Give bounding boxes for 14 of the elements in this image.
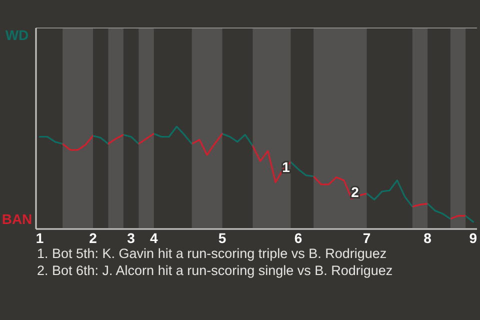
text: BAN <box>2 211 32 227</box>
text: 2. Bot 6th: J. Alcorn hit a run-scoring single vs B. Rodriguez <box>37 263 393 278</box>
x-tick-label: 5 <box>218 230 226 246</box>
text: 1. Bot 5th: K. Gavin hit a run-scoring triple vs B. Rodriguez <box>37 246 387 261</box>
x-tick-label: 9 <box>469 230 478 246</box>
x-tick-label: 4 <box>150 230 158 246</box>
x-tick-label: 7 <box>362 230 371 246</box>
x-tick-label: 6 <box>294 230 302 246</box>
annotation: 2 <box>351 184 360 200</box>
text: WD <box>5 27 29 43</box>
x-tick-label: 1 <box>36 230 44 246</box>
x-tick-label: 2 <box>89 230 98 246</box>
x-tick-label: 3 <box>127 230 136 246</box>
x-tick-label: 8 <box>424 230 432 246</box>
